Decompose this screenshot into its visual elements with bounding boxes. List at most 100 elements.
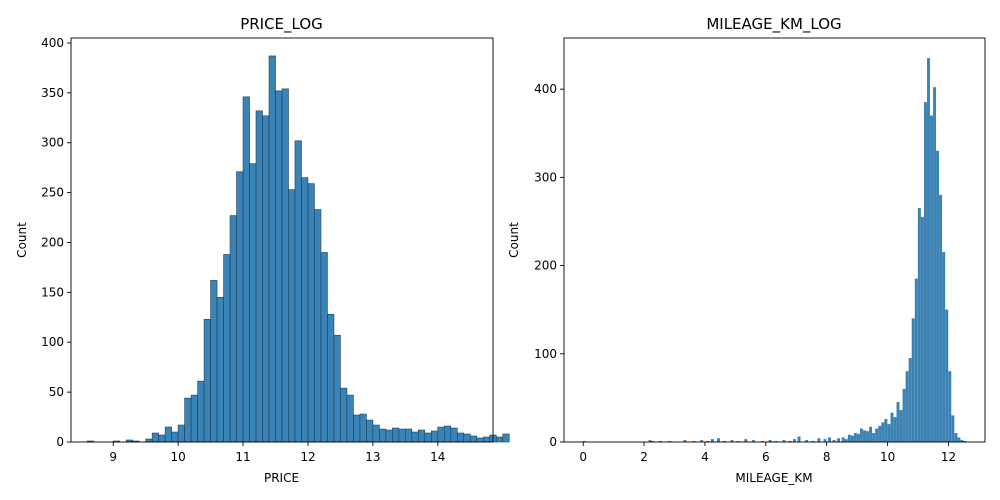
histogram-bar xyxy=(346,394,354,443)
bars xyxy=(86,55,510,443)
histogram-bar xyxy=(340,387,348,443)
histogram-bar xyxy=(872,433,876,443)
x-tick-label: 12 xyxy=(300,450,315,464)
histogram-bar xyxy=(151,432,159,443)
y-tick-label: 400 xyxy=(534,82,557,96)
x-tick-label: 10 xyxy=(170,450,185,464)
histogram-bar xyxy=(716,438,720,443)
histogram-bar xyxy=(314,209,322,443)
histogram-bar xyxy=(896,402,900,443)
x-axis-label: MILEAGE_KM xyxy=(735,471,812,485)
x-tick-label: 6 xyxy=(762,450,770,464)
histogram-bar xyxy=(936,150,940,443)
histogram-bar xyxy=(359,413,367,443)
histogram-bar xyxy=(327,314,335,443)
histogram-bar xyxy=(860,428,863,443)
histogram-bar xyxy=(837,438,841,443)
histogram-bar xyxy=(216,297,224,443)
histogram-bar xyxy=(463,433,471,443)
histogram-bar xyxy=(190,394,198,443)
histogram-bar xyxy=(177,424,185,443)
histogram-bar xyxy=(203,318,211,443)
histogram-bar xyxy=(942,252,946,443)
histogram-bar xyxy=(210,280,218,443)
bars xyxy=(583,58,967,443)
histogram-bar xyxy=(431,430,439,443)
y-tick-label: 250 xyxy=(41,186,64,200)
histogram-bar xyxy=(372,424,380,443)
y-tick-label: 0 xyxy=(549,435,557,449)
histogram-bar xyxy=(899,410,903,443)
histogram-bar xyxy=(866,431,870,443)
plot-frame xyxy=(70,37,494,443)
histogram-bar xyxy=(939,194,943,443)
histogram-bar xyxy=(164,426,172,443)
y-tick-label: 50 xyxy=(49,385,64,399)
y-axis-ticks: 0 50 100 150 200 250 300 350 400 xyxy=(41,36,71,449)
histogram-bar xyxy=(476,437,484,443)
histogram-bar xyxy=(255,110,263,443)
histogram-bar xyxy=(495,436,504,443)
x-axis-ticks: 9 10 11 12 13 14 xyxy=(109,442,445,464)
histogram-bar xyxy=(853,433,857,443)
y-tick-label: 300 xyxy=(534,170,557,184)
x-tick-label: 10 xyxy=(880,450,895,464)
histogram-bar xyxy=(847,434,851,443)
x-tick-label: 14 xyxy=(430,450,445,464)
histogram-bar xyxy=(954,433,958,443)
histogram-bar xyxy=(197,380,205,443)
x-tick-label: 12 xyxy=(941,450,956,464)
histogram-bar xyxy=(917,208,921,443)
histogram-bar xyxy=(398,428,406,443)
histogram-bar xyxy=(229,215,237,443)
x-tick-label: 8 xyxy=(823,450,831,464)
histogram-bar xyxy=(869,426,873,443)
histogram-bar xyxy=(456,432,465,443)
histogram-bar xyxy=(281,88,289,443)
histogram-bar xyxy=(875,428,879,443)
histogram-bar xyxy=(933,87,936,443)
y-tick-label: 300 xyxy=(41,136,64,150)
histogram-bar xyxy=(857,433,860,443)
x-axis-ticks: 0 2 4 6 8 10 12 xyxy=(579,442,956,464)
x-tick-label: 13 xyxy=(365,450,380,464)
histogram-bar xyxy=(927,58,930,443)
histogram-bar xyxy=(841,437,845,443)
histogram-bar xyxy=(930,115,933,443)
y-tick-label: 200 xyxy=(41,235,64,249)
histogram-bar xyxy=(884,418,888,443)
histogram-bar xyxy=(236,171,244,443)
histogram-bar xyxy=(863,430,866,443)
y-axis-label: Count xyxy=(507,222,521,258)
histogram-bar xyxy=(385,429,393,443)
histogram-bar xyxy=(450,427,458,443)
histogram-bar xyxy=(905,371,909,443)
y-axis-ticks: 0 100 200 300 400 xyxy=(534,82,564,449)
histogram-bar xyxy=(887,424,891,443)
histogram-bar xyxy=(223,254,231,443)
histogram-bar xyxy=(948,371,952,443)
price-log-histogram: PRICE_LOG 0 50 100 150 200 250 300 350 400 9 10 11… xyxy=(15,15,510,485)
histogram-bar xyxy=(945,309,949,443)
histogram-bar xyxy=(817,438,821,443)
histogram-bar xyxy=(850,435,854,443)
y-tick-label: 100 xyxy=(534,347,557,361)
y-tick-label: 100 xyxy=(41,335,64,349)
x-axis-label: PRICE xyxy=(264,471,299,485)
histogram-bar xyxy=(158,434,166,443)
histogram-bar xyxy=(469,435,478,443)
y-tick-label: 150 xyxy=(41,285,64,299)
x-tick-label: 11 xyxy=(235,450,250,464)
histogram-bar xyxy=(437,426,445,443)
histogram-bar xyxy=(923,102,927,443)
histogram-bar xyxy=(797,436,801,443)
y-tick-label: 350 xyxy=(41,86,64,100)
histogram-bar xyxy=(242,96,250,443)
histogram-bar xyxy=(957,437,961,443)
histogram-bar xyxy=(333,334,341,443)
histogram-bar xyxy=(828,437,831,443)
histogram-bar xyxy=(301,177,309,443)
histogram-bar xyxy=(405,428,413,443)
histogram-bar xyxy=(184,397,192,443)
